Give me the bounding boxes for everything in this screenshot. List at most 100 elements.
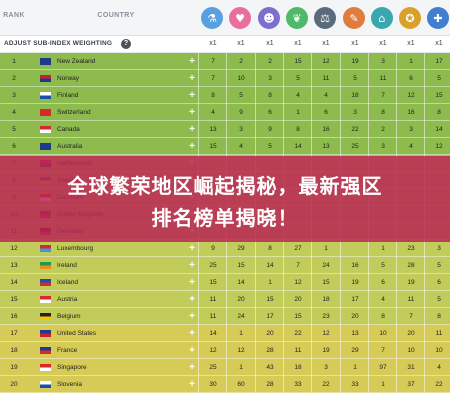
country-name[interactable]: Norway (57, 75, 80, 82)
weight-multiplier[interactable]: x1 (294, 40, 302, 47)
country-name[interactable]: United States (57, 330, 97, 337)
column-divider (226, 274, 227, 291)
table-row[interactable]: 5 Canada +13 3 9 8 16 22 2 3 14 (0, 121, 450, 138)
country-name[interactable]: Belgium (57, 313, 81, 320)
sub-index-rank: 43 (266, 364, 274, 371)
sub-index-rank: 1 (239, 330, 243, 337)
table-row[interactable]: 1 New Zealand +7 2 2 15 12 19 3 1 17 (0, 53, 450, 70)
column-divider (226, 308, 227, 325)
weight-multiplier[interactable]: x1 (435, 40, 443, 47)
expand-row-button[interactable]: + (189, 73, 195, 84)
sub-index-rank: 24 (237, 313, 245, 320)
table-row[interactable]: 17 United States +14 1 20 22 12 13 10 20 11 (0, 325, 450, 342)
sub-index-header-1[interactable]: ♥ (226, 4, 254, 32)
table-row[interactable]: 6 Australia +15 4 5 14 13 25 3 4 12 (0, 138, 450, 155)
sub-index-rank: 5 (437, 262, 441, 269)
column-divider (198, 359, 199, 376)
table-row[interactable]: 13 Ireland +25 15 14 7 24 16 5 28 5 (0, 257, 450, 274)
sub-index-rank: 25 (351, 143, 359, 150)
sub-index-header-5[interactable]: ✎ (340, 4, 368, 32)
column-divider (226, 121, 227, 138)
country-name[interactable]: Ireland (57, 262, 77, 269)
flag-icon (40, 347, 51, 354)
column-divider (311, 53, 312, 70)
expand-row-button[interactable]: + (189, 243, 195, 254)
table-row[interactable]: 3 Finland +8 5 8 4 4 18 7 12 15 (0, 87, 450, 104)
expand-row-button[interactable]: + (189, 362, 195, 373)
expand-row-button[interactable]: + (189, 311, 195, 322)
table-row[interactable]: 14 Iceland +15 14 1 12 15 19 6 19 6 (0, 274, 450, 291)
country-name[interactable]: Singapore (57, 364, 87, 371)
weight-multiplier[interactable]: x1 (351, 40, 359, 47)
table-row[interactable]: 20 Slovenia +30 60 28 33 22 33 1 37 22 (0, 376, 450, 393)
weight-multiplier[interactable]: x1 (209, 40, 217, 47)
country-name[interactable]: Luxembourg (57, 245, 94, 252)
table-row[interactable]: 18 France +12 12 28 11 19 29 7 10 10 (0, 342, 450, 359)
column-divider (283, 104, 284, 121)
country-name[interactable]: Slovenia (57, 381, 82, 388)
expand-row-button[interactable]: + (189, 141, 195, 152)
expand-row-button[interactable]: + (189, 328, 195, 339)
sub-index-header-6[interactable]: ⌂ (368, 4, 396, 32)
sub-index-rank: 19 (407, 279, 415, 286)
country-name[interactable]: New Zealand (57, 58, 96, 65)
country-column-header[interactable]: COUNTRY (97, 12, 135, 19)
country-name[interactable]: France (57, 347, 78, 354)
table-row[interactable]: 2 Norway +7 10 3 5 11 5 11 6 5 (0, 70, 450, 87)
expand-row-button[interactable]: + (189, 260, 195, 271)
expand-row-button[interactable]: + (189, 56, 195, 67)
column-divider (424, 342, 425, 359)
help-icon[interactable]: ? (121, 39, 131, 49)
column-divider (255, 291, 256, 308)
column-divider (283, 121, 284, 138)
column-divider (424, 104, 425, 121)
column-divider (396, 376, 397, 393)
column-divider (255, 376, 256, 393)
column-divider (368, 53, 369, 70)
expand-row-button[interactable]: + (189, 124, 195, 135)
weight-multiplier[interactable]: x1 (266, 40, 274, 47)
sub-index-header-8[interactable]: ✚ (424, 4, 450, 32)
weight-multiplier[interactable]: x1 (407, 40, 415, 47)
weight-multiplier[interactable]: x1 (237, 40, 245, 47)
column-divider (396, 308, 397, 325)
sub-index-rank: 6 (324, 109, 328, 116)
country-name[interactable]: Finland (57, 92, 79, 99)
sub-index-rank: 24 (322, 262, 330, 269)
sub-index-rank: 10 (379, 330, 387, 337)
column-divider (340, 70, 341, 87)
column-divider (255, 70, 256, 87)
country-name[interactable]: Iceland (57, 279, 78, 286)
table-row[interactable]: 4 Switzerland +4 9 6 1 6 3 8 16 8 (0, 104, 450, 121)
table-row[interactable]: 16 Belgium +11 24 17 15 23 20 8 7 8 (0, 308, 450, 325)
expand-row-button[interactable]: + (189, 294, 195, 305)
table-row[interactable]: 12 Luxembourg +9 29 8 27 1 1 23 3 (0, 240, 450, 257)
country-name[interactable]: Canada (57, 126, 80, 133)
expand-row-button[interactable]: + (189, 379, 195, 390)
sub-index-rank: 15 (294, 58, 302, 65)
weight-multiplier[interactable]: x1 (322, 40, 330, 47)
expand-row-button[interactable]: + (189, 345, 195, 356)
rank-column-header[interactable]: RANK (3, 12, 25, 19)
sub-index-header-4[interactable]: ⚖ (311, 4, 339, 32)
expand-row-button[interactable]: + (189, 90, 195, 101)
sub-index-rank: 20 (294, 296, 302, 303)
column-divider (340, 359, 341, 376)
expand-row-button[interactable]: + (189, 277, 195, 288)
sub-index-rank: 15 (294, 313, 302, 320)
country-name[interactable]: Switzerland (57, 109, 91, 116)
sub-index-header-0[interactable]: ⚗ (198, 4, 226, 32)
column-divider (424, 359, 425, 376)
sub-index-header-3[interactable]: ❦ (283, 4, 311, 32)
weight-multiplier[interactable]: x1 (379, 40, 387, 47)
country-name[interactable]: Australia (57, 143, 83, 150)
expand-row-button[interactable]: + (189, 107, 195, 118)
column-divider (226, 291, 227, 308)
sub-index-rank: 5 (437, 296, 441, 303)
sub-index-header-2[interactable]: ☻ (255, 4, 283, 32)
table-row[interactable]: 15 Austria +11 20 15 20 18 17 4 11 5 (0, 291, 450, 308)
column-divider (340, 138, 341, 155)
table-row[interactable]: 19 Singapore +25 1 43 18 3 1 97 31 4 (0, 359, 450, 376)
sub-index-header-7[interactable]: ✪ (396, 4, 424, 32)
country-name[interactable]: Austria (57, 296, 78, 303)
